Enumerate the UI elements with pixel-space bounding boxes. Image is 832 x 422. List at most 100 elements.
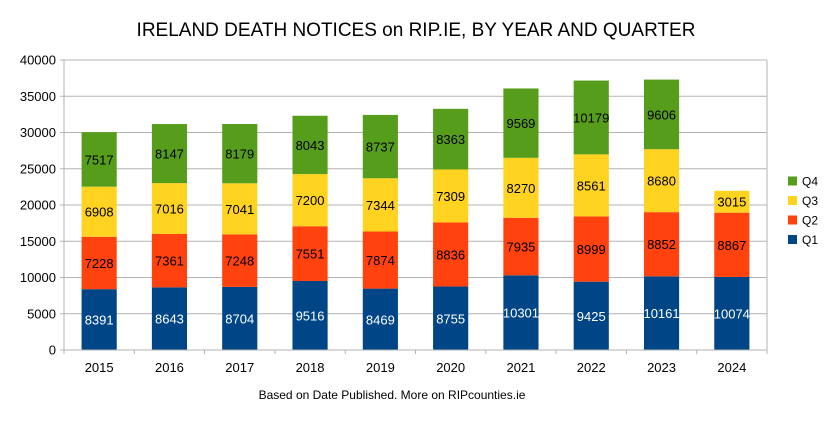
x-tick-label: 2019	[366, 360, 395, 375]
bar-segment-q1	[81, 289, 117, 350]
data-label: 7200	[296, 193, 325, 208]
legend-swatch-q4	[788, 176, 797, 186]
bar-segment-q1	[503, 275, 539, 350]
bar-segment-q4	[292, 115, 328, 175]
x-tick-label: 2022	[577, 360, 606, 375]
data-label: 9425	[577, 309, 606, 324]
data-label: 10161	[643, 306, 679, 321]
data-label: 8680	[647, 174, 676, 189]
chart-title: IRELAND DEATH NOTICES on RIP.IE, BY YEAR…	[137, 20, 696, 41]
bar-segment-q1	[292, 281, 328, 350]
x-tick-label: 2016	[155, 360, 184, 375]
data-label: 7874	[366, 253, 395, 268]
data-label: 6908	[85, 205, 114, 220]
legend-swatch-q3	[788, 196, 797, 205]
bar-segment-q1	[714, 276, 750, 350]
bar-segment-q1	[151, 287, 188, 350]
data-label: 8755	[436, 311, 465, 326]
bar-segment-q3	[714, 190, 750, 213]
y-tick-label: 0	[49, 343, 56, 358]
x-tick-label: 2017	[225, 360, 254, 375]
bar-segment-q4	[151, 124, 188, 184]
x-tick-label: 2023	[647, 360, 676, 375]
data-label: 8561	[577, 178, 606, 193]
legend: Q4 Q3 Q2 Q1	[788, 175, 818, 247]
bar-segment-q3	[151, 183, 188, 234]
bar-segment-q1	[573, 281, 609, 350]
bar-segment-q4	[503, 88, 539, 158]
data-label: 8867	[717, 238, 746, 253]
legend-swatch-q2	[788, 215, 797, 225]
data-label: 7228	[85, 256, 114, 271]
bar-segment-q3	[573, 154, 609, 217]
data-label: 7551	[296, 247, 325, 262]
bar-segment-q1	[222, 286, 258, 350]
bar-segment-q2	[81, 236, 117, 290]
x-tick-label: 2015	[85, 360, 114, 375]
data-label: 8147	[155, 147, 184, 162]
data-label: 8043	[296, 138, 325, 153]
bar-segment-q3	[643, 149, 680, 213]
bar-segment-q2	[643, 212, 680, 277]
data-labels: 8391 7228 6908 7517 8643 7361 7016 8147 8704 7248…	[85, 107, 750, 327]
bar-segment-q2	[151, 233, 188, 288]
bar-segment-q1	[643, 276, 680, 350]
bar-segment-q2	[222, 234, 258, 287]
x-axis-ticks: 2015 2016 2017 2018 2019 2020 2021 2022 2023 2024	[63, 349, 768, 375]
bar-segment-q4	[222, 124, 258, 184]
bar-segment-q1	[433, 286, 469, 350]
data-label: 7361	[155, 254, 184, 269]
data-label: 10179	[573, 110, 609, 125]
bar-segment-q4	[362, 114, 398, 179]
y-axis-ticks: 0 5000 10000 15000 20000 25000 30000 35000 40000	[20, 53, 64, 358]
data-label: 10301	[503, 306, 539, 321]
legend-label-q2: Q2	[802, 214, 818, 228]
data-label: 8363	[436, 132, 465, 147]
y-tick-label: 25000	[20, 161, 56, 176]
data-label: 9516	[296, 309, 325, 324]
bar-segment-q3	[292, 174, 328, 227]
bar-segment-q2	[362, 231, 398, 289]
data-label: 7309	[436, 189, 465, 204]
bar-segment-q2	[503, 217, 539, 276]
data-label: 8852	[647, 237, 676, 252]
bar-segment-q1	[362, 288, 398, 350]
bar-segment-q3	[433, 169, 469, 223]
data-label: 7935	[506, 240, 535, 255]
x-tick-label: 2021	[506, 360, 535, 375]
data-label: 8179	[225, 147, 254, 162]
footnote: Based on Date Published. More on RIPcoun…	[259, 388, 526, 402]
data-label: 8704	[225, 311, 254, 326]
legend-label-q1: Q1	[802, 233, 818, 247]
data-label: 8836	[436, 247, 465, 262]
data-label: 8469	[366, 312, 395, 327]
data-label: 9569	[506, 116, 535, 131]
data-label: 8270	[506, 181, 535, 196]
y-tick-label: 40000	[20, 53, 56, 68]
bar-segment-q4	[573, 80, 609, 155]
legend-label-q4: Q4	[802, 175, 818, 189]
legend-label-q3: Q3	[802, 194, 818, 208]
x-tick-label: 2024	[717, 360, 746, 375]
bar-segment-q2	[714, 212, 750, 277]
bar-segment-q4	[643, 79, 680, 150]
y-tick-label: 20000	[20, 198, 56, 213]
bar-segment-q2	[573, 216, 609, 282]
bar-segment-q3	[503, 157, 539, 218]
data-label: 7016	[155, 202, 184, 217]
data-label: 7344	[366, 198, 395, 213]
data-label: 7248	[225, 254, 254, 269]
data-label: 8391	[85, 313, 114, 328]
data-label: 8643	[155, 312, 184, 327]
y-tick-label: 5000	[27, 306, 56, 321]
bar-segment-q3	[81, 186, 117, 237]
legend-swatch-q1	[788, 235, 797, 244]
bar-segment-q2	[292, 226, 328, 282]
bar-segment-q2	[433, 222, 469, 287]
data-label: 3015	[717, 195, 746, 210]
bar-segment-q4	[433, 108, 469, 170]
bar-segment-q3	[222, 183, 258, 235]
data-label: 8737	[366, 140, 395, 155]
y-tick-label: 35000	[20, 89, 56, 104]
